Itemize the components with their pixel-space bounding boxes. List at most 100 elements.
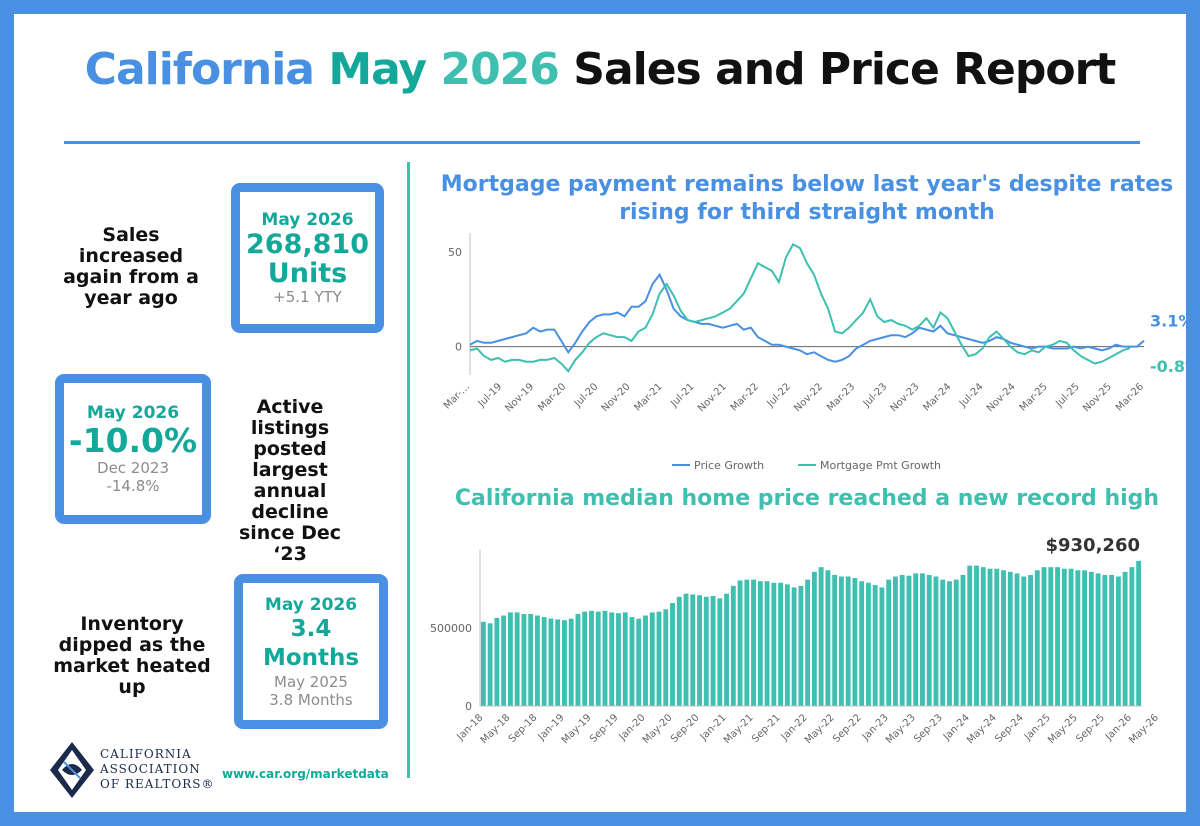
chart1-x-tick: Jul-25	[1053, 381, 1082, 410]
price-bar	[487, 623, 493, 706]
sales-description: Sales increased again from a year ago	[63, 224, 199, 309]
price-bar	[865, 582, 871, 706]
chart1-x-tick: Jul-21	[668, 381, 697, 410]
price-bar	[663, 609, 669, 706]
price-bar	[832, 574, 838, 706]
chart1-x-tick: Nov-21	[696, 381, 729, 414]
price-bar	[480, 621, 486, 706]
price-bar	[920, 573, 925, 706]
price-bar	[717, 598, 723, 706]
chart1-title: Mortgage payment remains below last year…	[440, 172, 1174, 225]
price-bar	[771, 582, 777, 706]
price-bar	[947, 581, 952, 706]
chart1-x-tick: Nov-22	[792, 381, 825, 414]
chart1-x-tick: Jul-20	[572, 381, 601, 410]
chart2-x-tick: May-21	[722, 712, 756, 746]
price-bar	[960, 574, 966, 706]
chart1-x-tick: Jul-19	[476, 381, 505, 410]
price-bar	[1001, 570, 1006, 706]
chart1-x-tick: Nov-19	[503, 381, 536, 414]
chart2-x-tick: May-26	[1127, 712, 1161, 746]
car-logo-icon	[50, 742, 94, 798]
price-bar	[507, 612, 513, 706]
price-bar	[602, 610, 608, 706]
inventory-compare-value: 3.8 Months	[269, 690, 353, 709]
price-bar	[494, 617, 500, 706]
price-bar	[798, 585, 804, 706]
chart2-x-tick: Sep-24	[993, 712, 1026, 745]
price-bar	[1007, 571, 1013, 706]
price-bar	[1028, 574, 1033, 706]
price-bar	[555, 619, 561, 706]
price-bar	[852, 578, 858, 706]
price-bar	[690, 594, 696, 706]
sales-stat-box: May 2026 268,810 Units +5.1 YTY	[231, 183, 384, 333]
price-bar	[501, 615, 507, 706]
price-bar	[636, 618, 642, 706]
price-bar	[656, 611, 662, 706]
column-divider	[407, 162, 410, 778]
price-bar	[791, 587, 797, 706]
price-bar	[595, 611, 601, 706]
price-bar	[589, 610, 594, 706]
price-bar	[548, 618, 554, 706]
inventory-label: May 2026	[264, 594, 358, 615]
chart1-x-tick: Mar-…	[442, 381, 472, 411]
price-bar	[825, 570, 831, 706]
chart2-x-tick: May-18	[479, 712, 513, 746]
price-bar	[1068, 568, 1074, 706]
chart1-x-tick: Mar-20	[536, 381, 568, 413]
price-bar	[859, 581, 865, 706]
price-bar	[1075, 570, 1081, 706]
price-bar	[737, 580, 743, 706]
mortgage-pmt-growth-line	[469, 243, 1131, 373]
price-bar	[1129, 567, 1135, 706]
chart2-x-tick: May-19	[560, 712, 594, 746]
footer-url-link[interactable]: www.car.org/marketdata	[222, 767, 389, 781]
chart2-y-tick: 0	[465, 700, 472, 713]
price-bar	[811, 571, 817, 706]
price-bar	[514, 612, 520, 706]
price-bar	[805, 579, 811, 706]
price-bar	[541, 617, 547, 706]
title-year: 2026	[440, 44, 559, 95]
chart1-y-tick: 50	[448, 246, 462, 259]
inventory-stat-box: May 2026 3.4 Months May 2025 3.8 Months	[234, 574, 388, 729]
logo-line-3: OF REALTORS®	[100, 777, 215, 791]
chart2-x-tick: May-24	[965, 712, 999, 746]
price-bar	[1082, 570, 1088, 706]
price-bar	[1102, 574, 1108, 706]
inventory-value: 3.4 Months	[262, 615, 360, 671]
price-bar	[784, 584, 790, 706]
price-bar	[710, 596, 716, 706]
chart1-x-tick: Mar-24	[921, 381, 953, 413]
inventory-compare-label: May 2025	[274, 672, 348, 691]
chart2-title: California median home price reached a n…	[454, 486, 1160, 511]
price-bar	[643, 615, 648, 706]
price-bar	[1095, 573, 1101, 706]
price-bar	[521, 613, 527, 706]
price-bar	[649, 612, 655, 706]
price-bar	[1021, 576, 1027, 706]
price-end-label: $930,260	[1045, 535, 1140, 556]
chart2-x-tick: Sep-19	[588, 712, 621, 745]
price-bar	[987, 568, 993, 706]
listings-stat-box: May 2026 -10.0% Dec 2023 -14.8%	[55, 374, 211, 524]
chart2-x-tick: Sep-22	[831, 712, 864, 745]
chart2-x-tick: May-22	[803, 712, 837, 746]
price-bar	[845, 576, 851, 706]
price-bar	[1014, 573, 1020, 706]
price-bar	[994, 568, 1000, 706]
price-bar	[879, 587, 885, 706]
price-bar	[778, 582, 784, 706]
chart1-x-tick: Mar-21	[632, 381, 664, 413]
price-bar	[670, 603, 675, 706]
chart1-x-tick: Mar-26	[1114, 381, 1146, 413]
sales-change: +5.1 YTY	[273, 288, 342, 306]
price-bar	[899, 574, 905, 706]
chart1-x-tick: Mar-23	[825, 381, 857, 413]
chart1-x-tick: Jul-24	[957, 381, 986, 410]
price-bar	[974, 565, 979, 706]
mortgage-pmt-end-label: -0.8%	[1150, 357, 1186, 376]
